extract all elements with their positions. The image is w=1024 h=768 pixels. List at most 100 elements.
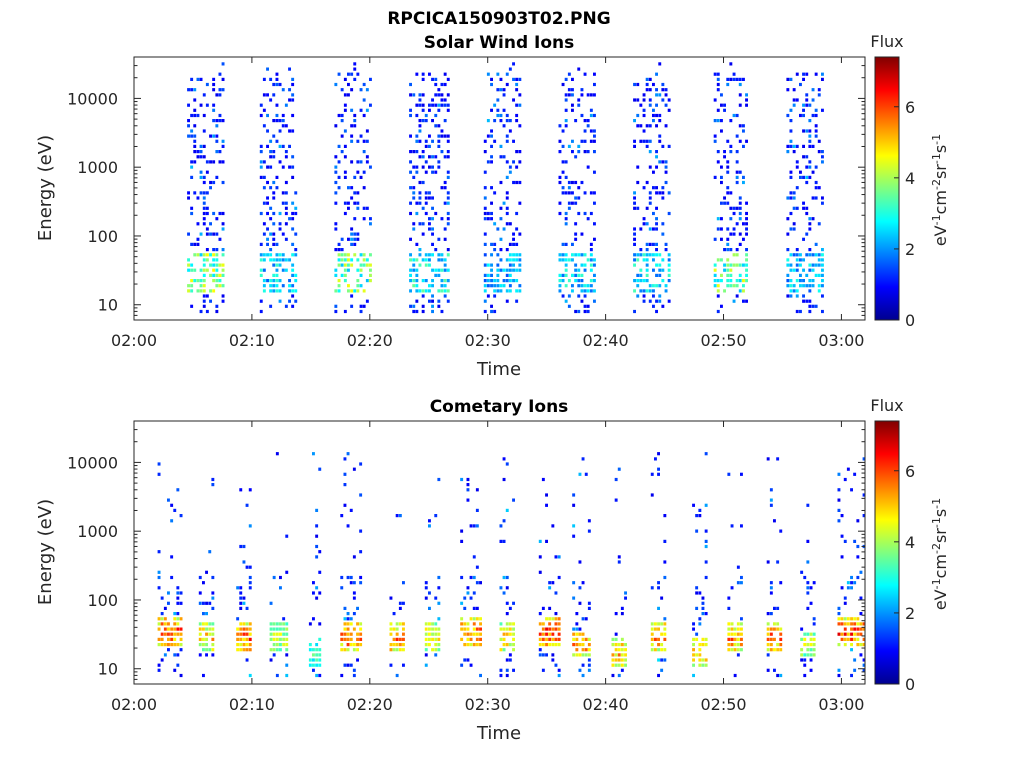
heatmap-cell — [269, 284, 273, 288]
heatmap-cell — [284, 191, 288, 195]
heatmap-cell — [346, 627, 350, 631]
heatmap-cell — [726, 263, 730, 267]
heatmap-cell — [469, 632, 473, 636]
heatmap-cell — [275, 72, 279, 76]
heatmap-cell — [795, 289, 799, 293]
heatmap-cell — [789, 294, 793, 298]
heatmap-cell — [583, 304, 587, 308]
heatmap-cell — [437, 268, 441, 272]
heatmap-cell — [508, 67, 512, 71]
heatmap-cell — [402, 601, 405, 605]
heatmap-cell — [173, 637, 177, 641]
heatmap-cell — [415, 150, 419, 154]
heatmap-cell — [850, 637, 853, 641]
heatmap-cell — [564, 263, 568, 267]
heatmap-cell — [266, 180, 269, 185]
heatmap-cell — [806, 648, 810, 652]
heatmap-cell — [272, 232, 276, 236]
heatmap-cell — [551, 643, 555, 647]
heatmap-cell — [538, 555, 542, 559]
heatmap-cell — [645, 144, 649, 148]
heatmap-cell — [821, 294, 824, 298]
heatmap-cell — [812, 648, 816, 652]
heatmap-cell — [655, 206, 658, 210]
heatmap-cell — [726, 242, 730, 246]
heatmap-cell — [202, 581, 205, 585]
heatmap-cell — [633, 227, 636, 231]
heatmap-cell — [732, 77, 736, 81]
heatmap-cell — [285, 637, 289, 641]
heatmap-cell — [291, 217, 295, 221]
heatmap-cell — [193, 242, 197, 246]
heatmap-cell — [431, 309, 434, 314]
heatmap-cell — [443, 98, 447, 102]
heatmap-cell — [284, 268, 288, 272]
heatmap-cell — [499, 119, 503, 123]
heatmap-cell — [624, 653, 627, 657]
heatmap-cell — [337, 253, 341, 257]
heatmap-cell — [817, 93, 821, 97]
heatmap-cell — [352, 612, 356, 616]
heatmap-cell — [179, 648, 183, 652]
heatmap-cell — [821, 268, 824, 272]
heatmap-cell — [808, 139, 812, 143]
heatmap-cell — [499, 180, 503, 185]
heatmap-cell — [859, 596, 863, 600]
heatmap-cell — [505, 643, 509, 647]
heatmap-cell — [170, 637, 174, 641]
heatmap-cell — [789, 129, 793, 133]
heatmap-cell — [294, 253, 298, 257]
heatmap-cell — [505, 673, 509, 678]
heatmap-cell — [729, 273, 733, 277]
heatmap-cell — [347, 206, 350, 210]
heatmap-cell — [352, 627, 356, 631]
heatmap-cell — [583, 119, 587, 123]
heatmap-cell — [642, 222, 646, 226]
heatmap-cell — [658, 263, 662, 267]
heatmap-cell — [862, 658, 866, 662]
heatmap-cell — [575, 648, 579, 652]
heatmap-cell — [557, 637, 561, 641]
heatmap-cell — [518, 93, 522, 97]
heatmap-cell — [205, 643, 208, 647]
heatmap-cell — [639, 273, 643, 277]
heatmap-cell — [359, 462, 363, 466]
heatmap-cell — [499, 237, 503, 241]
heatmap-cell — [356, 206, 360, 210]
heatmap-cell — [176, 612, 180, 616]
heatmap-cell — [512, 253, 515, 257]
heatmap-cell — [350, 263, 354, 267]
heatmap-cell — [505, 196, 509, 200]
heatmap-cell — [428, 299, 431, 303]
heatmap-cell — [814, 180, 818, 185]
heatmap-cell — [308, 643, 312, 647]
heatmap-cell — [318, 622, 322, 626]
heatmap-cell — [698, 648, 702, 652]
heatmap-cell — [428, 289, 431, 293]
heatmap-cell — [437, 586, 441, 590]
heatmap-cell — [266, 211, 269, 216]
heatmap-cell — [633, 82, 636, 87]
heatmap-cell — [814, 113, 818, 118]
heatmap-cell — [580, 284, 584, 288]
heatmap-cell — [779, 637, 783, 641]
heatmap-cell — [789, 279, 793, 283]
heatmap-cell — [663, 622, 667, 626]
heatmap-cell — [215, 279, 219, 283]
heatmap-cell — [518, 180, 522, 185]
heatmap-cell — [701, 596, 705, 600]
heatmap-cell — [431, 217, 434, 221]
heatmap-cell — [545, 627, 548, 631]
heatmap-cell — [695, 591, 699, 595]
heatmap-cell — [645, 77, 649, 81]
heatmap-cell — [353, 62, 357, 66]
heatmap-cell — [745, 103, 748, 107]
heatmap-cell — [496, 268, 500, 272]
heatmap-cell — [173, 668, 177, 672]
heatmap-cell — [428, 155, 431, 159]
heatmap-cell — [424, 191, 428, 195]
heatmap-cell — [272, 242, 276, 246]
heatmap-cell — [716, 217, 720, 221]
heatmap-cell — [359, 160, 363, 164]
heatmap-cell — [584, 648, 588, 652]
